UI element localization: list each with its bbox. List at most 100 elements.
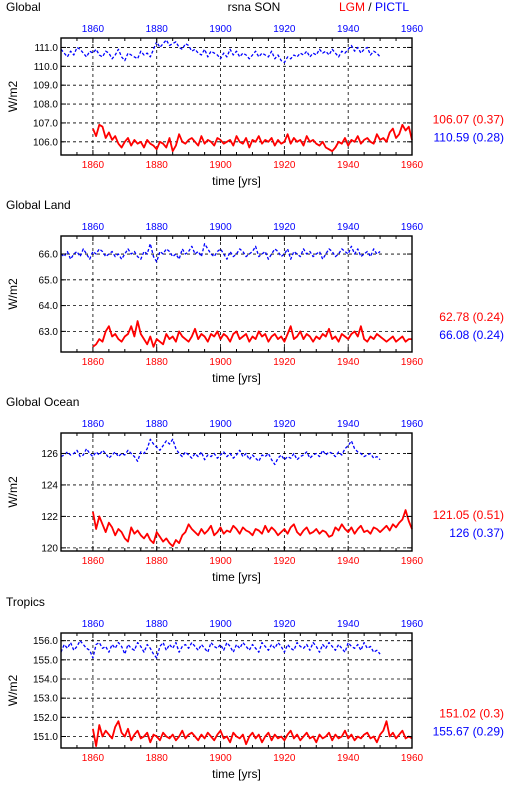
x-tick-label-bottom: 1860	[82, 753, 105, 764]
y-tick-label: 120	[41, 543, 58, 554]
y-axis-label: W/m2	[6, 675, 20, 707]
y-tick-label: 106.0	[33, 137, 58, 148]
y-tick-label: 153.0	[33, 694, 58, 705]
x-tick-label-bottom: 1900	[209, 753, 232, 764]
x-tick-label-bottom: 1940	[337, 753, 360, 764]
stat-label-pictl: 110.59 (0.28)	[434, 131, 505, 145]
legend-lgm: LGM	[339, 0, 365, 14]
x-tick-label-bottom: 1880	[146, 160, 169, 171]
y-tick-label: 126	[41, 449, 58, 460]
x-axis-label: time [yrs]	[212, 174, 261, 188]
header-variable-title: rsna SON	[228, 0, 281, 14]
x-tick-label-bottom: 1940	[337, 160, 360, 171]
panel-title: Global Ocean	[6, 395, 79, 409]
header-legend: LGM / PICTL	[339, 0, 409, 14]
y-axis-label: W/m2	[6, 278, 20, 310]
x-tick-label-top: 1920	[273, 419, 296, 430]
x-tick-label-bottom: 1960	[401, 753, 424, 764]
x-tick-label-bottom: 1860	[82, 556, 105, 567]
stat-label-lgm: 62.78 (0.24)	[439, 310, 504, 324]
x-tick-label-top: 1900	[209, 619, 232, 630]
series-line-pictl	[60, 243, 381, 263]
stat-label-pictl: 155.67 (0.29)	[433, 725, 504, 739]
x-tick-label-bottom: 1900	[209, 556, 232, 567]
x-tick-label-top: 1940	[337, 419, 360, 430]
x-axis-label: time [yrs]	[212, 371, 261, 385]
x-tick-label-top: 1960	[401, 419, 424, 430]
x-tick-label-top: 1960	[401, 222, 424, 233]
x-tick-label-top: 1880	[146, 222, 169, 233]
chart-panels: 1860 1860 1880 1880 1900 1900 1920 1920 1940 1940…	[6, 24, 504, 781]
series-line-lgm	[92, 320, 412, 348]
x-tick-label-top: 1900	[209, 24, 232, 35]
x-tick-label-top: 1880	[146, 619, 169, 630]
panel-global: 1860 1860 1880 1880 1900 1900 1920 1920 1940 1940…	[6, 24, 504, 188]
x-tick-label-top: 1920	[273, 222, 296, 233]
x-tick-label-top: 1860	[82, 419, 105, 430]
panel-global-land: Global Land 1860 1860 1880 1880 1900 1900 1920 1…	[6, 198, 504, 385]
y-tick-label: 65.0	[39, 275, 59, 286]
stat-label-lgm: 151.02 (0.3)	[439, 707, 504, 721]
stat-label-lgm: 121.05 (0.51)	[433, 508, 504, 522]
x-tick-label-top: 1960	[401, 619, 424, 630]
y-tick-label: 152.0	[33, 713, 58, 724]
y-tick-label: 66.0	[39, 250, 59, 261]
x-tick-label-bottom: 1900	[209, 357, 232, 368]
panel-title: Global Land	[6, 198, 71, 212]
x-tick-label-top: 1900	[209, 419, 232, 430]
x-tick-label-bottom: 1960	[401, 160, 424, 171]
x-tick-label-top: 1880	[146, 24, 169, 35]
y-tick-label: 156.0	[33, 636, 58, 647]
x-tick-label-top: 1860	[82, 24, 105, 35]
x-tick-label-bottom: 1920	[273, 357, 296, 368]
x-tick-label-top: 1880	[146, 419, 169, 430]
x-tick-label-bottom: 1860	[82, 357, 105, 368]
series-line-lgm	[92, 123, 413, 153]
x-tick-label-bottom: 1960	[401, 556, 424, 567]
x-tick-label-top: 1860	[82, 222, 105, 233]
legend-pictl: PICTL	[375, 0, 409, 14]
x-axis-label: time [yrs]	[212, 767, 261, 781]
header-region-title: Global	[6, 0, 41, 14]
x-tick-label-top: 1940	[337, 24, 360, 35]
x-tick-label-bottom: 1880	[146, 556, 169, 567]
y-tick-label: 109.0	[33, 81, 58, 92]
y-tick-label: 122	[41, 512, 58, 523]
x-tick-label-top: 1940	[337, 619, 360, 630]
x-axis-label: time [yrs]	[212, 570, 261, 584]
stat-label-pictl: 66.08 (0.24)	[439, 328, 504, 342]
y-tick-label: 151.0	[33, 732, 58, 743]
x-tick-label-bottom: 1940	[337, 556, 360, 567]
x-tick-label-top: 1920	[273, 24, 296, 35]
stat-label-pictl: 126 (0.37)	[449, 526, 504, 540]
x-tick-label-bottom: 1900	[209, 160, 232, 171]
x-tick-label-bottom: 1880	[146, 753, 169, 764]
x-tick-label-bottom: 1920	[273, 556, 296, 567]
x-tick-label-bottom: 1920	[273, 160, 296, 171]
x-tick-label-top: 1860	[82, 619, 105, 630]
y-tick-label: 124	[41, 480, 58, 491]
panel-global-ocean: Global Ocean1860186018801880190019001920…	[6, 395, 504, 584]
stat-label-lgm: 106.07 (0.37)	[433, 113, 504, 127]
x-tick-label-top: 1940	[337, 222, 360, 233]
series-line-lgm	[92, 720, 413, 747]
x-tick-label-top: 1960	[401, 24, 424, 35]
x-tick-label-top: 1900	[209, 222, 232, 233]
y-tick-label: 63.0	[39, 327, 59, 338]
legend-separator: /	[365, 0, 375, 14]
series-line-pictl	[60, 640, 381, 659]
y-axis-label: W/m2	[6, 476, 20, 508]
y-tick-label: 107.0	[33, 118, 58, 129]
panel-tropics: Tropics 1860 1860 1880 1880 1900 1900 1920 1920 1…	[6, 595, 504, 781]
panel-title: Tropics	[6, 595, 45, 609]
x-tick-label-bottom: 1940	[337, 357, 360, 368]
y-tick-label: 155.0	[33, 655, 58, 666]
y-tick-label: 111.0	[34, 43, 58, 54]
y-tick-label: 64.0	[39, 301, 59, 312]
x-tick-label-bottom: 1960	[401, 357, 424, 368]
series-line-pictl	[60, 438, 381, 466]
x-tick-label-bottom: 1920	[273, 753, 296, 764]
y-axis-label: W/m2	[6, 81, 20, 113]
series-line-lgm	[92, 509, 413, 548]
